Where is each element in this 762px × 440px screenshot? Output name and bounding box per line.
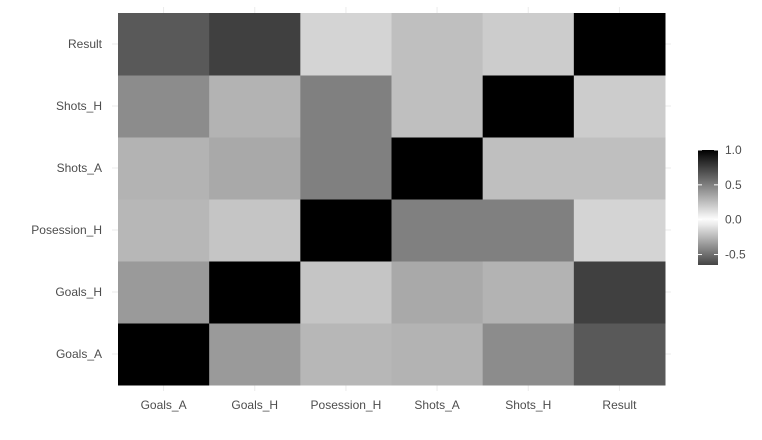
heatmap-cell xyxy=(118,75,210,138)
heatmap-cell xyxy=(118,13,210,76)
y-tick-label: Result xyxy=(68,37,103,51)
legend-tick-label: 0.5 xyxy=(725,178,742,192)
heatmap-cell xyxy=(573,323,666,386)
legend-tick-label: -0.5 xyxy=(725,248,746,262)
y-tick-label: Shots_A xyxy=(57,161,102,175)
heatmap-cell xyxy=(391,75,484,138)
heatmap-cell xyxy=(209,323,301,386)
y-tick-label: Goals_H xyxy=(55,285,102,299)
heatmap-cell xyxy=(573,13,666,76)
heatmap-cell xyxy=(209,137,301,200)
heatmap-cell xyxy=(209,75,301,138)
heatmap-cell xyxy=(209,261,301,324)
heatmap-cell xyxy=(482,13,575,76)
heatmap-cell xyxy=(482,199,575,262)
y-tick-label: Shots_H xyxy=(56,99,102,113)
heatmap-cell xyxy=(118,323,210,386)
heatmap-cell xyxy=(482,137,575,200)
x-axis: Goals_A Goals_H Posession_H Shots_A Shots_H R… xyxy=(141,398,638,412)
heatmap-cell xyxy=(391,323,484,386)
x-tick-label: Posession_H xyxy=(311,398,382,412)
heatmap-cell xyxy=(573,137,666,200)
x-tick-label: Goals_A xyxy=(141,398,187,412)
y-tick-label: Goals_A xyxy=(56,347,102,361)
heatmap-cell xyxy=(118,261,210,324)
heatmap-cell xyxy=(573,199,666,262)
heatmap-cell xyxy=(209,13,301,76)
y-tick-label: Posession_H xyxy=(31,223,102,237)
legend-colorbar xyxy=(698,150,718,265)
y-axis: Goals_A Goals_H Posession_H Shots_A Shots_H R… xyxy=(31,37,102,361)
legend-tick-label: 1.0 xyxy=(725,143,742,157)
heatmap-cell xyxy=(482,75,575,138)
heatmap-cell xyxy=(300,75,392,138)
heatmap-cell xyxy=(391,13,484,76)
legend-tick-label: 0.0 xyxy=(725,213,742,227)
heatmap-cell xyxy=(300,261,392,324)
x-tick-label: Goals_H xyxy=(231,398,278,412)
heatmap-cell xyxy=(482,261,575,324)
heatmap-cell xyxy=(209,199,301,262)
heatmap-cell xyxy=(300,199,392,262)
color-legend: 1.0 0.5 0.0 -0.5 xyxy=(698,143,746,265)
heatmap-cell xyxy=(300,13,392,76)
heatmap-cell xyxy=(391,137,484,200)
heatmap-cell xyxy=(391,199,484,262)
heatmap-cell xyxy=(300,137,392,200)
heatmap-cell xyxy=(391,261,484,324)
heatmap-cell xyxy=(118,137,210,200)
x-tick-label: Shots_H xyxy=(505,398,551,412)
x-tick-label: Shots_A xyxy=(414,398,459,412)
heatmap-cell xyxy=(118,199,210,262)
heatmap-cells xyxy=(118,13,666,386)
heatmap-cell xyxy=(482,323,575,386)
x-tick-label: Result xyxy=(602,398,637,412)
heatmap-cell xyxy=(573,261,666,324)
heatmap-cell xyxy=(573,75,666,138)
heatmap-cell xyxy=(300,323,392,386)
